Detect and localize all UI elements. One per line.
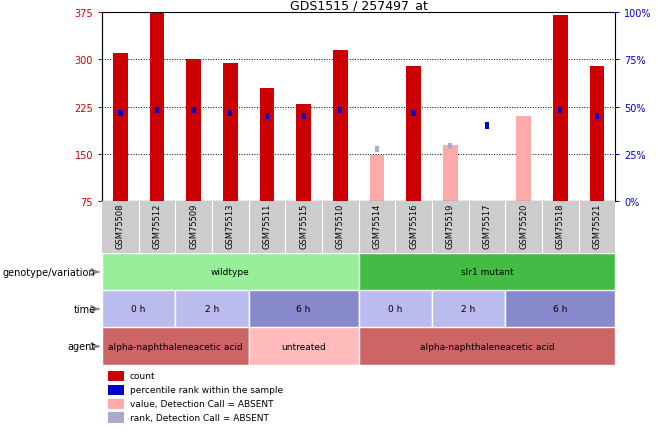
Bar: [175, 291, 249, 328]
Text: GSM75520: GSM75520: [519, 204, 528, 249]
Bar: [333, 51, 347, 202]
Text: percentile rank within the sample: percentile rank within the sample: [130, 385, 283, 394]
Bar: [432, 291, 505, 328]
Bar: [223, 63, 238, 202]
Bar: [249, 328, 359, 365]
Text: GSM75519: GSM75519: [445, 204, 455, 249]
Text: GSM75516: GSM75516: [409, 204, 418, 249]
Bar: [108, 371, 124, 381]
Bar: [553, 16, 568, 202]
Text: 0 h: 0 h: [388, 305, 403, 314]
Bar: [338, 107, 342, 114]
Text: GSM75518: GSM75518: [556, 204, 565, 249]
Text: 6 h: 6 h: [553, 305, 567, 314]
Bar: [359, 328, 615, 365]
Text: agent: agent: [67, 342, 95, 352]
Bar: [375, 146, 379, 153]
Bar: [301, 114, 306, 120]
Text: GSM75508: GSM75508: [116, 204, 125, 249]
Text: alpha-naphthaleneacetic acid: alpha-naphthaleneacetic acid: [420, 342, 554, 351]
Text: GSM75511: GSM75511: [263, 204, 272, 249]
Bar: [228, 111, 232, 117]
Bar: [406, 66, 421, 202]
Text: GSM75514: GSM75514: [372, 204, 382, 249]
Bar: [443, 145, 457, 202]
Bar: [149, 13, 164, 202]
Bar: [155, 107, 159, 114]
Bar: [370, 156, 384, 202]
Text: alpha-naphthaleneacetic acid: alpha-naphthaleneacetic acid: [108, 342, 243, 351]
Title: GDS1515 / 257497_at: GDS1515 / 257497_at: [290, 0, 428, 12]
Bar: [265, 114, 269, 120]
Text: 0 h: 0 h: [132, 305, 146, 314]
Bar: [517, 117, 531, 202]
Text: GSM75517: GSM75517: [482, 204, 492, 249]
Text: GSM75521: GSM75521: [592, 204, 601, 249]
Bar: [590, 66, 604, 202]
Bar: [595, 114, 599, 120]
Bar: [505, 291, 615, 328]
Bar: [108, 385, 124, 395]
Bar: [113, 54, 128, 202]
Text: time: time: [73, 304, 95, 314]
Bar: [359, 254, 615, 291]
Bar: [108, 413, 124, 423]
Bar: [186, 60, 201, 202]
Bar: [485, 123, 489, 129]
Text: untreated: untreated: [281, 342, 326, 351]
Text: value, Detection Call = ABSENT: value, Detection Call = ABSENT: [130, 399, 274, 408]
Text: count: count: [130, 372, 155, 380]
Bar: [102, 328, 249, 365]
Bar: [558, 107, 563, 114]
Bar: [411, 111, 416, 117]
Bar: [102, 291, 175, 328]
Bar: [249, 291, 359, 328]
Bar: [108, 399, 124, 409]
Bar: [448, 143, 453, 150]
Text: GSM75509: GSM75509: [189, 204, 198, 249]
Bar: [191, 107, 196, 114]
Text: wildtype: wildtype: [211, 268, 249, 277]
Text: genotype/variation: genotype/variation: [3, 267, 95, 277]
Text: GSM75513: GSM75513: [226, 204, 235, 249]
Text: GSM75515: GSM75515: [299, 204, 308, 249]
Text: 6 h: 6 h: [297, 305, 311, 314]
Bar: [359, 291, 432, 328]
Text: slr1 mutant: slr1 mutant: [461, 268, 513, 277]
Bar: [296, 104, 311, 202]
Text: GSM75510: GSM75510: [336, 204, 345, 249]
Text: 2 h: 2 h: [205, 305, 219, 314]
Bar: [102, 254, 359, 291]
Bar: [260, 89, 274, 202]
Text: 2 h: 2 h: [461, 305, 476, 314]
Text: GSM75512: GSM75512: [153, 204, 161, 249]
Bar: [118, 111, 122, 117]
Text: rank, Detection Call = ABSENT: rank, Detection Call = ABSENT: [130, 413, 269, 422]
